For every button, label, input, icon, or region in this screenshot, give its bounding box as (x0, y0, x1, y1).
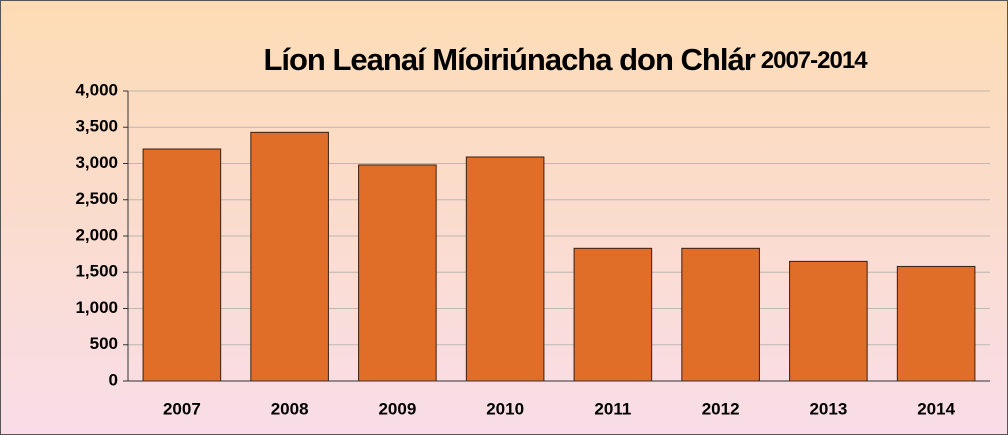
title-text: Líon Leanaí Míoiriúnacha don Chlár (263, 42, 755, 77)
bar (250, 131, 329, 382)
bar (573, 247, 653, 382)
x-tick-label: 2008 (271, 399, 309, 418)
subtitle-text: 2007-2014 (761, 47, 868, 74)
chart-title: Líon Leanaí Míoiriúnacha don Chlár 2007-2… (263, 42, 868, 77)
y-tick-label: 2,000 (75, 225, 118, 244)
y-tick-label: 2,500 (75, 189, 118, 208)
y-tick-label: 1,000 (75, 298, 118, 317)
x-tick-label: 2010 (486, 399, 524, 418)
y-tick-label: 500 (90, 334, 118, 353)
x-tick-label: 2011 (594, 399, 631, 418)
bar (681, 247, 760, 382)
x-tick-label: 2014 (917, 399, 955, 418)
bar (142, 148, 222, 382)
y-tick-label: 3,500 (75, 117, 118, 136)
bar (465, 156, 545, 382)
bar (358, 164, 437, 382)
bar (896, 265, 976, 382)
x-tick-label: 2012 (702, 399, 740, 418)
bar (789, 260, 868, 382)
y-tick-label: 3,000 (75, 153, 118, 172)
y-tick-label: 0 (109, 370, 118, 389)
y-tick-label: 4,000 (75, 80, 118, 99)
x-tick-label: 2013 (809, 399, 847, 418)
x-tick-label: 2007 (163, 399, 201, 418)
y-tick-label: 1,500 (75, 262, 118, 281)
x-tick-label: 2009 (378, 399, 416, 418)
